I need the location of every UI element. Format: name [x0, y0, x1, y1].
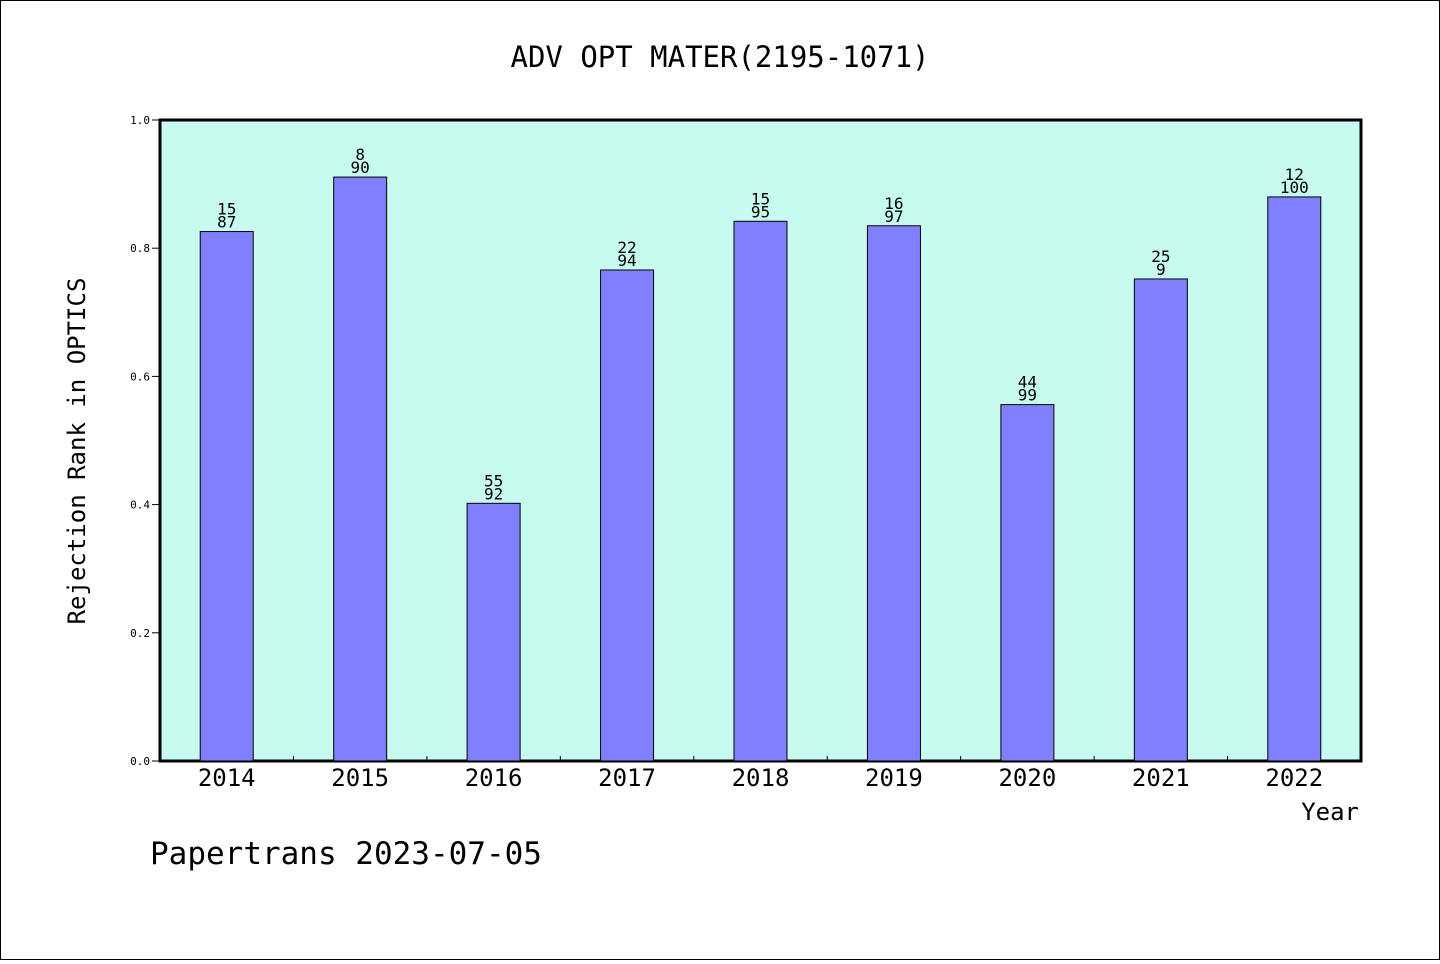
bar-label-bottom: 100: [1280, 178, 1309, 197]
y-tick-label: 0.2: [130, 627, 150, 640]
x-tick-label: 2020: [998, 764, 1056, 792]
x-tick-label: 2014: [198, 764, 256, 792]
chart-title: ADV OPT MATER(2195-1071): [510, 40, 929, 74]
bar-label-top: 22: [617, 238, 636, 257]
y-tick-label: 1.0: [130, 114, 150, 127]
bar-label-bottom: 87: [217, 213, 236, 232]
bar-label-top: 15: [751, 189, 770, 208]
bar-label-bottom: 90: [351, 158, 370, 177]
bar: [199, 231, 254, 762]
bar: [1133, 278, 1188, 762]
bar-label-top: 8: [355, 145, 365, 164]
bar-label-top: 25: [1151, 247, 1170, 266]
bar-label-bottom: 94: [617, 251, 636, 270]
bar-label-bottom: 92: [484, 484, 503, 503]
x-tick-label: 2016: [465, 764, 523, 792]
bar: [466, 502, 521, 762]
bar-label-top: 16: [884, 194, 903, 213]
y-tick-label: 0.6: [130, 370, 150, 383]
y-axis: 0.0 0.2 0.4 0.6 0.8 1.0: [130, 114, 160, 768]
bar-label-bottom: 97: [884, 207, 903, 226]
x-tick-label: 2021: [1132, 764, 1190, 792]
y-tick-label: 0.4: [130, 499, 150, 512]
bar-label-bottom: 9: [1156, 260, 1166, 279]
bar-label-top: 15: [217, 200, 236, 219]
bar-label-top: 44: [1018, 373, 1037, 392]
footer-text: Papertrans 2023-07-05: [150, 836, 542, 872]
bar: [1000, 404, 1055, 762]
bar-label-bottom: 95: [751, 202, 770, 221]
x-axis-label: Year: [1301, 798, 1359, 826]
x-tick-label: 2018: [732, 764, 790, 792]
bar: [1267, 196, 1322, 762]
bars: [199, 176, 1322, 762]
bar: [733, 220, 788, 762]
x-axis: 2014 2015 2016 2017 2018 2019 2020 2021 2022: [198, 756, 1323, 792]
bar: [866, 225, 921, 762]
bar: [600, 269, 655, 762]
bar-label-top: 55: [484, 471, 503, 490]
x-tick-label: 2015: [331, 764, 389, 792]
y-tick-label: 0.8: [130, 242, 150, 255]
bar: [333, 176, 388, 762]
y-axis-label: Rejection Rank in OPTICS: [63, 278, 91, 625]
x-tick-label: 2022: [1265, 764, 1323, 792]
bar-label-bottom: 99: [1018, 386, 1037, 405]
bar-label-top: 12: [1285, 165, 1304, 184]
x-tick-label: 2019: [865, 764, 923, 792]
x-tick-label: 2017: [598, 764, 656, 792]
y-tick-label: 0.0: [130, 755, 150, 768]
